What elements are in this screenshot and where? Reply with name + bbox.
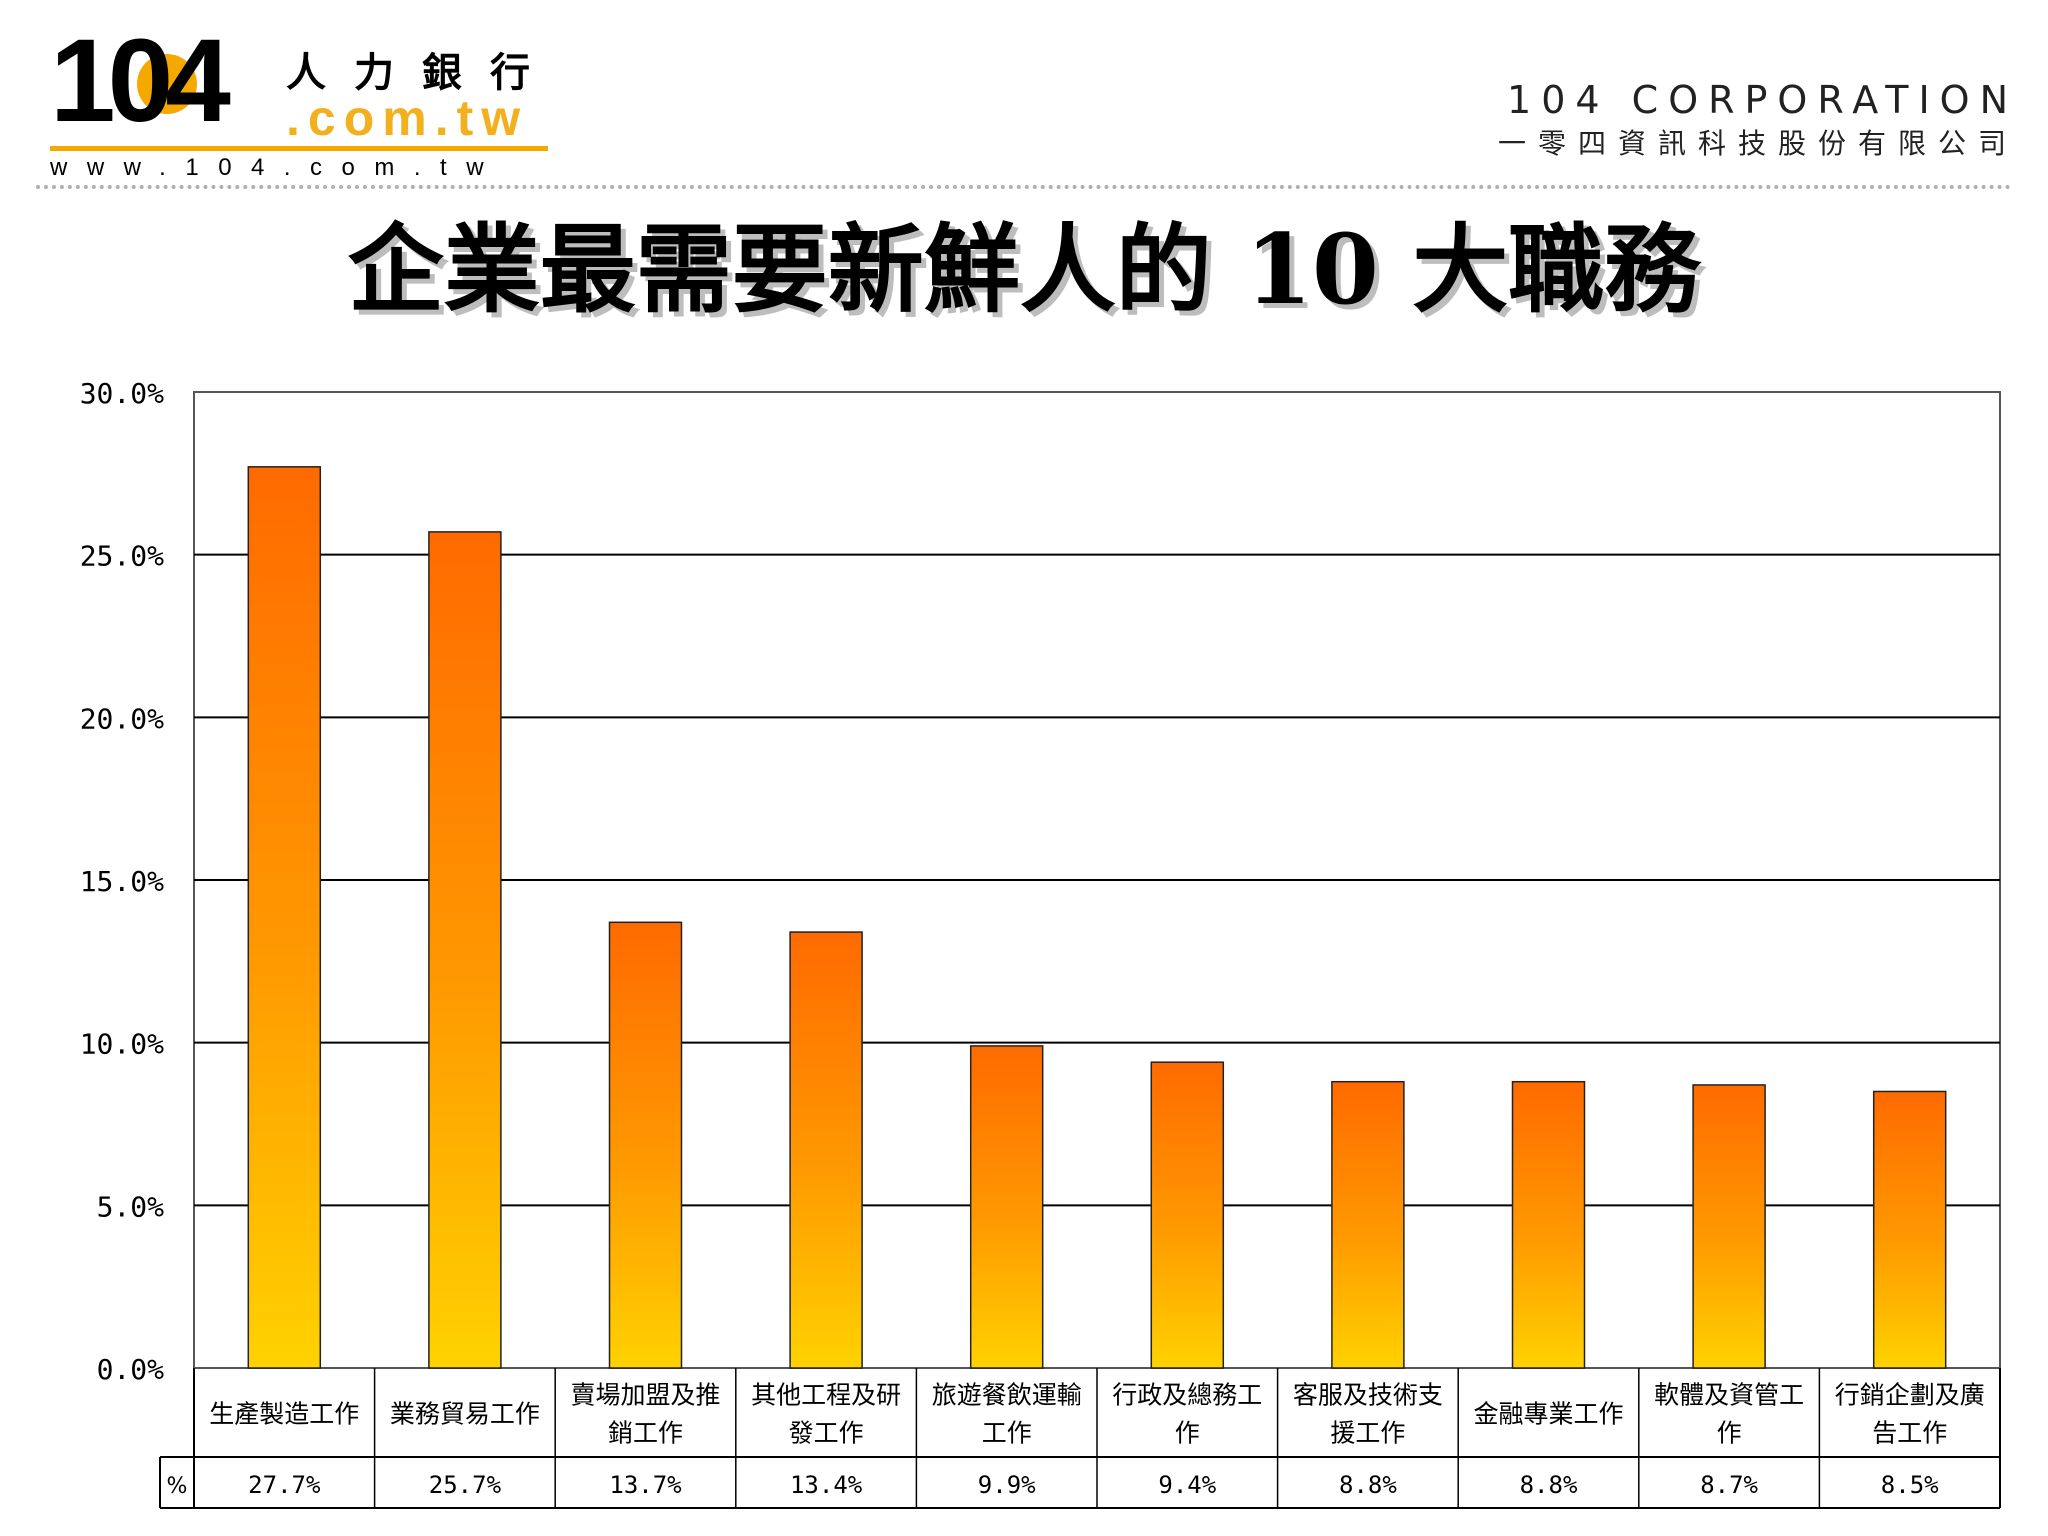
x-category-label: 作 — [1717, 1419, 1742, 1448]
data-label: 9.9% — [978, 1471, 1036, 1499]
x-category-label: 行政及總務工 — [1112, 1381, 1262, 1410]
data-label: 8.8% — [1520, 1471, 1578, 1499]
y-tick-label: 5.0% — [97, 1190, 165, 1223]
logo: 104 人力銀行 .com.tw www.104.com.tw — [50, 15, 570, 181]
bar — [1692, 1084, 1766, 1369]
y-tick-label: 30.0% — [80, 377, 164, 410]
corp-name-en: 104 CORPORATION — [1507, 78, 2018, 122]
bar — [1331, 1080, 1405, 1369]
y-tick-label: 25.0% — [80, 540, 164, 573]
x-category-label: 賣場加盟及推 — [570, 1381, 720, 1410]
x-category-label: 軟體及資管工 — [1654, 1381, 1804, 1410]
x-category-label: 其他工程及研 — [751, 1381, 901, 1410]
data-label: 27.7% — [248, 1471, 321, 1499]
y-tick-label: 15.0% — [80, 865, 164, 898]
bar — [247, 466, 322, 1369]
bar — [428, 531, 502, 1369]
data-label: 8.5% — [1881, 1471, 1939, 1499]
bar — [969, 1045, 1044, 1369]
bar — [1872, 1090, 1947, 1369]
chart-title: 企業最需要新鮮人的 10 大職務 — [347, 213, 1701, 326]
data-label: 9.4% — [1158, 1471, 1216, 1499]
table-row-label: % — [167, 1474, 188, 1499]
x-category-label: 行銷企劃及廣 — [1835, 1381, 1985, 1410]
data-label: 8.7% — [1700, 1471, 1758, 1499]
x-category-label: 援工作 — [1330, 1419, 1405, 1448]
y-tick-label: 20.0% — [80, 702, 164, 735]
x-category-label: 旅遊餐飲運輸 — [932, 1381, 1082, 1410]
x-category-label: 告工作 — [1872, 1419, 1947, 1448]
x-category-label: 工作 — [982, 1419, 1032, 1448]
data-label: 25.7% — [429, 1471, 502, 1499]
bar — [789, 931, 863, 1369]
x-category-label: 客服及技術支 — [1293, 1381, 1443, 1410]
y-tick-label: 0.0% — [97, 1353, 165, 1386]
data-label: 13.7% — [609, 1471, 682, 1499]
x-category-label: 生產製造工作 — [209, 1400, 359, 1429]
corp-name-cn: 一零四資訊科技股份有限公司 — [1497, 127, 2018, 160]
x-category-label: 業務貿易工作 — [390, 1400, 540, 1429]
header-divider — [36, 185, 2012, 189]
bar — [608, 921, 683, 1369]
data-label: 8.8% — [1339, 1471, 1397, 1499]
x-category-label: 銷工作 — [608, 1419, 683, 1448]
logo-underline — [50, 146, 548, 151]
x-category-label: 發工作 — [789, 1419, 864, 1448]
logo-number: 104 — [50, 15, 231, 147]
bar — [1150, 1061, 1225, 1369]
corporation-name: 104 CORPORATION 一零四資訊科技股份有限公司 — [1498, 78, 2018, 162]
logo-ring-icon — [137, 54, 197, 114]
x-category-label: 金融專業工作 — [1473, 1400, 1623, 1429]
logo-domain: .com.tw — [286, 90, 529, 146]
bar — [1511, 1080, 1586, 1369]
data-label: 13.4% — [790, 1471, 863, 1499]
logo-url: www.104.com.tw — [50, 154, 504, 181]
y-tick-label: 10.0% — [80, 1028, 164, 1061]
x-category-label: 作 — [1175, 1419, 1200, 1448]
logo-cn-text: 人力銀行 — [286, 50, 558, 96]
